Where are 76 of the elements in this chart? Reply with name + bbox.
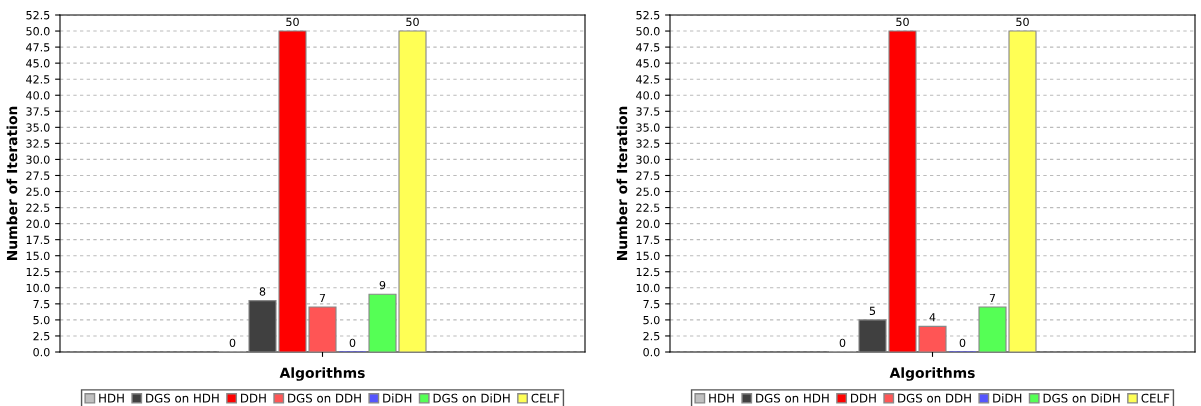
y-tick-label: 40.0 xyxy=(636,91,660,100)
y-tick-label: 0.0 xyxy=(33,347,50,357)
y-tick-label: 17.5 xyxy=(636,235,660,245)
legend-label: DGS on DDH xyxy=(288,393,361,403)
y-tick-label: 32.5 xyxy=(636,139,660,148)
y-tick-label: 5.0 xyxy=(33,315,50,325)
legend-label: DGS on HDH xyxy=(756,393,829,403)
y-tick-label: 45.0 xyxy=(636,59,660,68)
y-tick-label: 7.5 xyxy=(33,299,50,309)
y-tick-label: 52.5 xyxy=(636,10,660,20)
y-tick-label: 2.5 xyxy=(33,331,50,341)
y-tick-label: 40.0 xyxy=(26,91,50,100)
y-tick-label: 25.0 xyxy=(26,187,50,196)
legend-label: DGS on DiDH xyxy=(1043,393,1120,403)
y-tick-label: 0.0 xyxy=(643,347,660,357)
legend-label: CELF xyxy=(1141,393,1170,403)
data-label: 50 xyxy=(1016,17,1029,27)
x-axis-title: Algorithms xyxy=(279,367,365,381)
data-label: 50 xyxy=(406,17,419,27)
y-tick-label: 25.0 xyxy=(636,187,660,196)
y-tick-label: 15.0 xyxy=(636,251,660,261)
data-label: 50 xyxy=(286,17,299,27)
legend-label: DGS on DiDH xyxy=(433,393,510,403)
y-tick-label: 20.0 xyxy=(26,219,50,228)
y-tick-label: 12.5 xyxy=(26,267,50,277)
legend-label: HDH xyxy=(709,393,734,403)
y-tick-label: 50.0 xyxy=(26,27,50,36)
x-axis-title: Algorithms xyxy=(889,367,975,381)
y-tick-label: 32.5 xyxy=(26,139,50,148)
y-tick-label: 30.0 xyxy=(636,155,660,164)
y-tick-label: 47.5 xyxy=(26,43,50,52)
y-tick-label: 5.0 xyxy=(643,315,660,325)
y-tick-label: 47.5 xyxy=(636,43,660,52)
legend-label: DiDH xyxy=(993,393,1022,403)
data-label: 0 xyxy=(349,338,356,348)
data-label: 9 xyxy=(379,280,386,290)
legend-label: DGS on HDH xyxy=(146,393,219,403)
y-tick-label: 10.0 xyxy=(636,283,660,293)
data-label: 8 xyxy=(259,287,266,296)
y-tick-label: 17.5 xyxy=(26,235,50,245)
y-axis-title: Number of Iteration xyxy=(616,106,628,261)
legend-label: CELF xyxy=(531,393,560,403)
y-tick-label: 22.5 xyxy=(636,203,660,212)
y-tick-label: 37.5 xyxy=(26,107,50,116)
y-tick-label: 15.0 xyxy=(26,251,50,261)
data-label: 4 xyxy=(929,313,936,322)
y-tick-label: 30.0 xyxy=(26,155,50,164)
y-tick-label: 45.0 xyxy=(26,59,50,68)
y-tick-label: 7.5 xyxy=(643,299,660,309)
y-tick-label: 12.5 xyxy=(636,267,660,277)
y-tick-label: 27.5 xyxy=(636,171,660,180)
data-label: 0 xyxy=(839,338,846,348)
y-tick-label: 50.0 xyxy=(636,27,660,36)
y-tick-label: 20.0 xyxy=(636,219,660,228)
y-tick-label: 37.5 xyxy=(636,107,660,116)
legend-label: DDH xyxy=(851,393,876,403)
y-tick-label: 35.0 xyxy=(26,123,50,132)
y-axis-title: Number of Iteration xyxy=(6,106,18,261)
legend-label: DiDH xyxy=(383,393,412,403)
legend-label: DGS on DDH xyxy=(898,393,971,403)
legend-label: DDH xyxy=(241,393,266,403)
data-label: 7 xyxy=(989,293,996,302)
y-tick-label: 42.5 xyxy=(26,75,50,84)
y-tick-label: 42.5 xyxy=(636,75,660,84)
data-label: 50 xyxy=(896,17,909,27)
data-label: 0 xyxy=(229,338,236,348)
y-tick-label: 2.5 xyxy=(643,331,660,341)
data-label: 7 xyxy=(319,293,326,302)
y-tick-label: 22.5 xyxy=(26,203,50,212)
y-tick-label: 35.0 xyxy=(636,123,660,132)
y-tick-label: 10.0 xyxy=(26,283,50,293)
data-label: 0 xyxy=(959,338,966,348)
y-tick-label: 52.5 xyxy=(26,10,50,20)
legend-label: HDH xyxy=(99,393,124,403)
y-tick-label: 27.5 xyxy=(26,171,50,180)
data-label: 5 xyxy=(869,306,876,315)
